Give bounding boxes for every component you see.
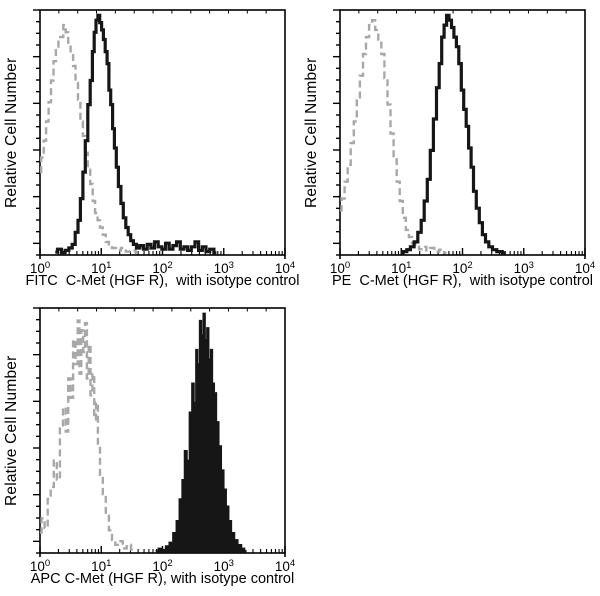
x-tick-label: 103 — [214, 260, 234, 276]
x-tick-label: 103 — [514, 260, 534, 276]
y-axis-label: Relative Cell Number — [303, 57, 320, 208]
x-tick-label: 104 — [275, 260, 295, 276]
x-axis-label: APC C-Met (HGF R), with isotype control — [30, 571, 295, 587]
stained-sample-curve — [55, 13, 217, 255]
panel-fitc-histogram: 100 101 102 103 104 Relative Cell Number FIT… — [0, 0, 300, 298]
x-tick-label: 101 — [91, 260, 111, 276]
stained-sample-curve — [155, 312, 247, 553]
isotype-control-curve — [340, 19, 447, 254]
y-axis-label: Relative Cell Number — [3, 57, 20, 208]
plot-frame — [39, 9, 286, 256]
x-tick-label: 102 — [152, 260, 172, 276]
x-tick-label: 104 — [575, 260, 595, 276]
y-axis-label: Relative Cell Number — [3, 355, 20, 506]
isotype-control-curve — [40, 319, 134, 551]
x-tick-label: 104 — [275, 558, 295, 574]
x-axis-label: FITC C-Met (HGF R), with isotype control — [25, 273, 300, 289]
x-tick-label: 102 — [452, 260, 472, 276]
panel-pe-histogram: 100 101 102 103 104 Relative Cell Number PE … — [300, 0, 600, 298]
x-tick-label: 100 — [30, 558, 50, 574]
x-tick-label: 100 — [30, 260, 50, 276]
plot-frame — [339, 9, 586, 256]
panel-apc-histogram: 100 101 102 103 104 Relative Cell Number APC… — [0, 298, 300, 596]
x-tick-label: 101 — [391, 260, 411, 276]
x-tick-label: 101 — [91, 558, 111, 574]
x-tick-label: 103 — [214, 558, 234, 574]
pe-histogram-plot: 100 101 102 103 104 — [330, 9, 595, 276]
x-tick-label: 100 — [330, 260, 350, 276]
fitc-histogram-plot: 100 101 102 103 104 — [30, 9, 295, 276]
stained-sample-curve — [401, 13, 506, 255]
apc-histogram-plot: 100 101 102 103 104 — [30, 307, 295, 574]
isotype-control-curve — [40, 23, 138, 254]
x-axis-label: PE C-Met (HGF R), with isotype control — [331, 273, 594, 289]
x-tick-label: 102 — [152, 558, 172, 574]
